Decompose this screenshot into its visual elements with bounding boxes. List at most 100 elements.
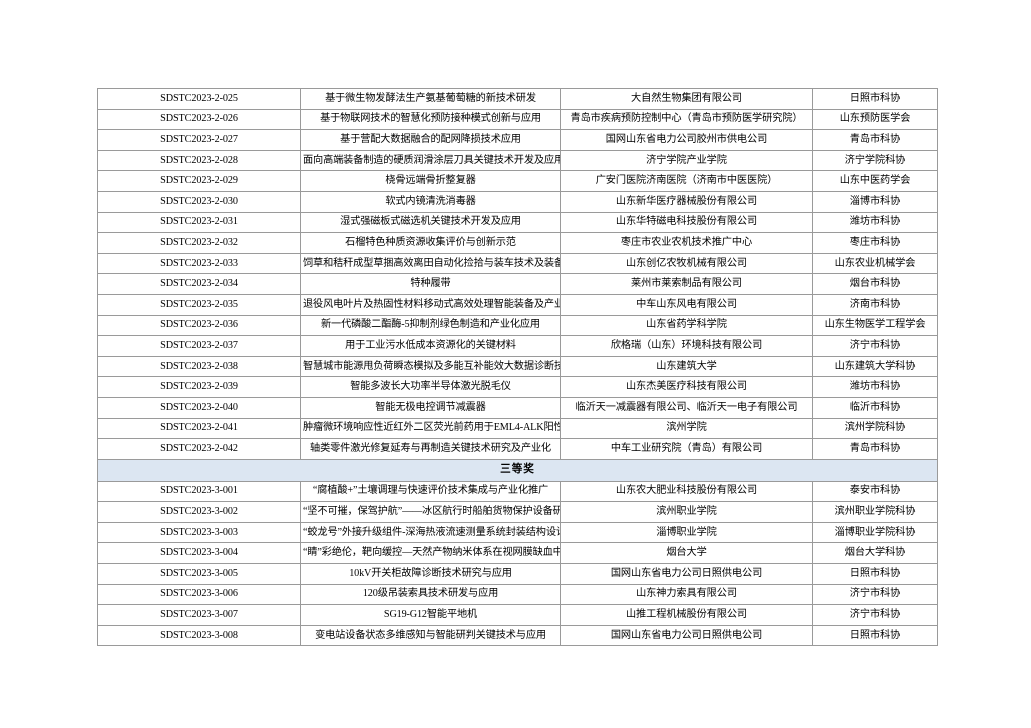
table-row: SDSTC2023-3-006 120级吊装索具技术研发与应用 山东神力索具有限公司… <box>97 583 938 606</box>
award-code-cell: SDSTC2023-2-026 <box>97 108 301 131</box>
award-title-cell: SG19-G12智能平地机 <box>300 604 561 626</box>
award-section-label: 三等奖 <box>97 458 938 482</box>
award-unit-cell: 国网山东省电力公司日照供电公司 <box>560 624 813 647</box>
award-title-cell: 新一代磷酸二酯酶-5抑制剂绿色制造和产业化应用 <box>300 314 561 337</box>
award-recommender-cell: 山东建筑大学科协 <box>812 355 938 378</box>
award-title-cell: 基于营配大数据融合的配网降损技术应用 <box>300 129 561 151</box>
award-unit-cell: 山推工程机械股份有限公司 <box>560 604 813 626</box>
award-code-cell: SDSTC2023-3-003 <box>97 521 301 544</box>
award-unit-cell: 枣庄市农业农机技术推广中心 <box>560 232 813 254</box>
table-row: SDSTC2023-2-035 退役风电叶片及热固性材料移动式高效处理智能装备及产… <box>97 293 938 316</box>
table-row: SDSTC2023-2-038 智慧城市能源甩负荷瞬态模拟及多能互补能效大数据诊断… <box>97 355 938 378</box>
table-row: SDSTC2023-2-030 软式内镜清洗消毒器 山东新华医疗器械股份有限公司 淄博… <box>97 190 938 213</box>
award-recommender-cell: 济宁市科协 <box>812 604 938 626</box>
award-code-cell: SDSTC2023-2-033 <box>97 252 301 275</box>
award-unit-cell: 青岛市疾病预防控制中心（青岛市预防医学研究院） <box>560 108 813 131</box>
award-code-cell: SDSTC2023-3-006 <box>97 583 301 606</box>
award-recommender-cell: 滨州职业学院科协 <box>812 501 938 523</box>
award-recommender-cell: 淄博市科协 <box>812 190 938 213</box>
award-code-cell: SDSTC2023-3-002 <box>97 501 301 523</box>
award-unit-cell: 滨州学院 <box>560 417 813 440</box>
table-row: SDSTC2023-2-031 湿式强磁板式磁选机关键技术开发及应用 山东华特磁电科… <box>97 211 938 234</box>
award-recommender-cell: 山东中医药学会 <box>812 170 938 192</box>
award-unit-cell: 山东创亿农牧机械有限公司 <box>560 252 813 275</box>
award-unit-cell: 山东建筑大学 <box>560 355 813 378</box>
award-title-cell: 退役风电叶片及热固性材料移动式高效处理智能装备及产业化应用 <box>300 293 561 316</box>
award-code-cell: SDSTC2023-2-040 <box>97 396 301 419</box>
award-recommender-cell: 烟台市科协 <box>812 273 938 295</box>
award-title-cell: 智能无极电控调节减震器 <box>300 396 561 419</box>
table-row: SDSTC2023-3-004 “睛”彩绝伦，靶向缓控—天然产物纳米体系在视网膜缺… <box>97 542 938 565</box>
award-code-cell: SDSTC2023-2-036 <box>97 314 301 337</box>
award-code-cell: SDSTC2023-2-025 <box>97 88 301 110</box>
award-unit-cell: 欣格瑞（山东）环境科技有限公司 <box>560 335 813 357</box>
award-code-cell: SDSTC2023-3-007 <box>97 604 301 626</box>
award-unit-cell: 山东农大肥业科技股份有限公司 <box>560 480 813 503</box>
table-row: SDSTC2023-2-025 基于微生物发酵法生产氨基葡萄糖的新技术研发 大自然生… <box>97 88 938 110</box>
award-code-cell: SDSTC2023-3-001 <box>97 480 301 503</box>
award-unit-cell: 中车山东风电有限公司 <box>560 293 813 316</box>
award-table-body: SDSTC2023-2-025 基于微生物发酵法生产氨基葡萄糖的新技术研发 大自然生… <box>97 88 938 647</box>
award-code-cell: SDSTC2023-2-037 <box>97 335 301 357</box>
award-recommender-cell: 济宁市科协 <box>812 583 938 606</box>
table-row: SDSTC2023-3-007 SG19-G12智能平地机 山推工程机械股份有限公司… <box>97 604 938 626</box>
award-unit-cell: 广安门医院济南医院（济南市中医医院） <box>560 170 813 192</box>
award-unit-cell: 中车工业研究院（青岛）有限公司 <box>560 438 813 460</box>
award-title-cell: 肿瘤微环境响应性近红外二区荧光前药用于EML4-ALK阳性非小细胞肺癌的靶向诊疗 <box>300 417 561 440</box>
award-unit-cell: 烟台大学 <box>560 542 813 565</box>
award-code-cell: SDSTC2023-2-042 <box>97 438 301 460</box>
award-recommender-cell: 淄博职业学院科协 <box>812 521 938 544</box>
award-table: SDSTC2023-2-025 基于微生物发酵法生产氨基葡萄糖的新技术研发 大自然生… <box>97 88 938 647</box>
award-title-cell: 10kV开关柜故障诊断技术研究与应用 <box>300 563 561 585</box>
award-title-cell: “睛”彩绝伦，靶向缓控—天然产物纳米体系在视网膜缺血中的应用研究 <box>300 542 561 565</box>
table-row: SDSTC2023-2-036 新一代磷酸二酯酶-5抑制剂绿色制造和产业化应用 山东… <box>97 314 938 337</box>
award-code-cell: SDSTC2023-2-038 <box>97 355 301 378</box>
award-title-cell: 基于微生物发酵法生产氨基葡萄糖的新技术研发 <box>300 88 561 110</box>
award-title-cell: 特种履带 <box>300 273 561 295</box>
award-code-cell: SDSTC2023-2-030 <box>97 190 301 213</box>
award-title-cell: 饲草和秸秆成型草捆高效离田自动化捡拾与装车技术及装备 <box>300 252 561 275</box>
award-recommender-cell: 青岛市科协 <box>812 438 938 460</box>
table-row: SDSTC2023-2-034 特种履带 莱州市莱索制品有限公司 烟台市科协 <box>97 273 938 295</box>
award-unit-cell: 大自然生物集团有限公司 <box>560 88 813 110</box>
award-title-cell: 变电站设备状态多维感知与智能研判关键技术与应用 <box>300 624 561 647</box>
award-recommender-cell: 济宁市科协 <box>812 335 938 357</box>
award-unit-cell: 济宁学院产业学院 <box>560 149 813 172</box>
award-unit-cell: 莱州市莱索制品有限公司 <box>560 273 813 295</box>
table-row: SDSTC2023-2-026 基于物联网技术的智慧化预防接种模式创新与应用 青岛市… <box>97 108 938 131</box>
award-title-cell: 软式内镜清洗消毒器 <box>300 190 561 213</box>
award-recommender-cell: 枣庄市科协 <box>812 232 938 254</box>
table-row: SDSTC2023-2-028 面向高端装备制造的硬质润滑涂层刀具关键技术开发及应… <box>97 149 938 172</box>
award-code-cell: SDSTC2023-2-029 <box>97 170 301 192</box>
award-recommender-cell: 泰安市科协 <box>812 480 938 503</box>
award-title-cell: 智能多波长大功率半导体激光脱毛仪 <box>300 376 561 398</box>
table-row: SDSTC2023-2-039 智能多波长大功率半导体激光脱毛仪 山东杰美医疗科技有… <box>97 376 938 398</box>
award-title-cell: 基于物联网技术的智慧化预防接种模式创新与应用 <box>300 108 561 131</box>
award-code-cell: SDSTC2023-3-008 <box>97 624 301 647</box>
award-recommender-cell: 滨州学院科协 <box>812 417 938 440</box>
award-title-cell: 轴类零件激光修复延寿与再制造关键技术研究及产业化 <box>300 438 561 460</box>
table-row: SDSTC2023-3-003 “蛟龙号”外接升级组件-深海热液流速测量系统封装结… <box>97 521 938 544</box>
award-code-cell: SDSTC2023-3-005 <box>97 563 301 585</box>
award-unit-cell: 山东新华医疗器械股份有限公司 <box>560 190 813 213</box>
award-section-header-row: 三等奖 <box>97 458 938 482</box>
award-unit-cell: 山东神力索具有限公司 <box>560 583 813 606</box>
award-unit-cell: 国网山东省电力公司日照供电公司 <box>560 563 813 585</box>
award-recommender-cell: 潍坊市科协 <box>812 211 938 234</box>
table-row: SDSTC2023-3-008 变电站设备状态多维感知与智能研判关键技术与应用 国网… <box>97 624 938 647</box>
award-unit-cell: 临沂天一减震器有限公司、临沂天一电子有限公司 <box>560 396 813 419</box>
award-title-cell: 石榴特色种质资源收集评价与创新示范 <box>300 232 561 254</box>
award-recommender-cell: 潍坊市科协 <box>812 376 938 398</box>
table-row: SDSTC2023-2-033 饲草和秸秆成型草捆高效离田自动化捡拾与装车技术及装… <box>97 252 938 275</box>
award-title-cell: “蛟龙号”外接升级组件-深海热液流速测量系统封装结构设计、搭载以及原位验证 <box>300 521 561 544</box>
award-recommender-cell: 青岛市科协 <box>812 129 938 151</box>
table-row: SDSTC2023-2-040 智能无极电控调节减震器 临沂天一减震器有限公司、临沂… <box>97 396 938 419</box>
award-recommender-cell: 烟台大学科协 <box>812 542 938 565</box>
award-title-cell: “腐植酸+”土壤调理与快速评价技术集成与产业化推广 <box>300 480 561 503</box>
award-code-cell: SDSTC2023-2-034 <box>97 273 301 295</box>
award-title-cell: 面向高端装备制造的硬质润滑涂层刀具关键技术开发及应用 <box>300 149 561 172</box>
award-code-cell: SDSTC2023-2-028 <box>97 149 301 172</box>
award-title-cell: 用于工业污水低成本资源化的关键材料 <box>300 335 561 357</box>
table-row: SDSTC2023-2-037 用于工业污水低成本资源化的关键材料 欣格瑞（山东）环… <box>97 335 938 357</box>
